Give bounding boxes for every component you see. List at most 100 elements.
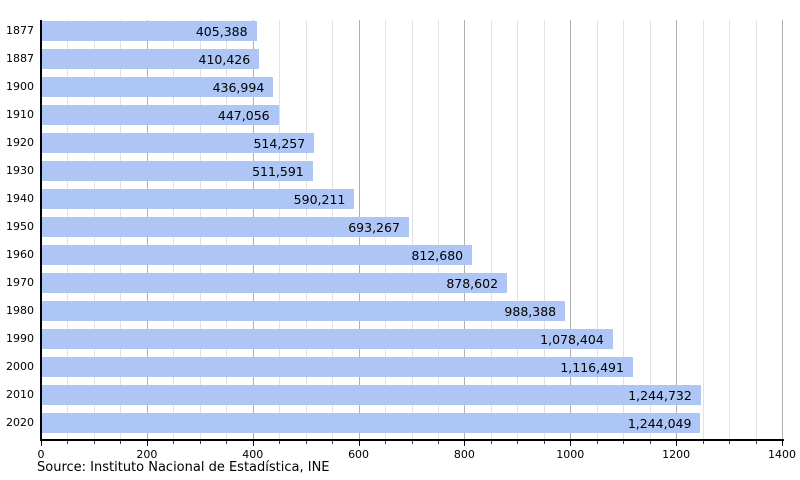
x-axis-major-tick (464, 441, 466, 446)
minor-gridline (411, 20, 413, 439)
major-gridline (676, 20, 678, 439)
bars-layer: 405,388 410,426 436,994 447,056 514,257 511,5… (42, 20, 783, 439)
bar-1970: 878,602 (42, 273, 508, 293)
y-axis-label-1930: 1930 (6, 164, 34, 177)
minor-gridline (649, 20, 651, 439)
bar-value-label: 590,211 (293, 191, 346, 207)
bar-1887: 410,426 (42, 49, 260, 69)
bar-1960: 812,680 (42, 245, 473, 265)
x-axis-minor-tick (332, 441, 334, 444)
bar-value-label: 988,388 (504, 303, 557, 319)
y-axis-line (40, 20, 42, 441)
x-axis-major-tick (358, 441, 360, 446)
bar-value-label: 812,680 (411, 247, 464, 263)
x-axis-minor-tick (226, 441, 228, 444)
minor-gridline (543, 20, 545, 439)
y-axis-label-1940: 1940 (6, 192, 34, 205)
x-axis-minor-tick (517, 441, 519, 444)
bar-value-label: 410,426 (198, 51, 251, 67)
x-axis-tick-label-1200: 1200 (662, 448, 691, 461)
x-axis-minor-tick (623, 441, 625, 444)
minor-gridline (596, 20, 598, 439)
bar-2020: 1,244,049 (42, 413, 701, 433)
bar-value-label: 405,388 (195, 23, 248, 39)
x-axis-major-tick (41, 441, 42, 446)
x-axis-major-tick (676, 441, 678, 446)
x-axis-major-tick (252, 441, 254, 446)
x-axis-major-tick (782, 441, 783, 446)
major-gridline (782, 20, 783, 439)
bar-1990: 1,078,404 (42, 329, 613, 349)
bar-value-label: 511,591 (252, 163, 304, 179)
minor-gridline (437, 20, 439, 439)
y-axis-label-1950: 1950 (6, 220, 34, 233)
x-axis-minor-tick (490, 441, 492, 444)
y-axis-label-1887: 1887 (6, 52, 34, 65)
x-axis-minor-tick (543, 441, 545, 444)
x-axis-minor-tick (596, 441, 598, 444)
x-axis-tick-label-200: 200 (136, 448, 158, 461)
x-axis-minor-tick (729, 441, 731, 444)
major-gridline (464, 20, 466, 439)
y-axis-label-1980: 1980 (6, 304, 34, 317)
minor-gridline (755, 20, 757, 439)
bar-1980: 988,388 (42, 301, 566, 321)
y-axis-label-2000: 2000 (6, 360, 34, 373)
bar-1950: 693,267 (42, 217, 409, 237)
bar-value-label: 1,244,049 (627, 415, 692, 431)
source-text: Source: Instituto Nacional de Estadístic… (37, 460, 330, 475)
minor-gridline (623, 20, 625, 439)
x-axis-minor-tick (67, 441, 69, 444)
bar-2000: 1,116,491 (42, 357, 633, 377)
minor-gridline (490, 20, 492, 439)
x-axis-minor-tick (279, 441, 281, 444)
y-axis-label-1910: 1910 (6, 108, 34, 121)
x-axis-minor-tick (411, 441, 413, 444)
bar-value-label: 436,994 (212, 79, 265, 95)
x-axis-tick-label-0: 0 (37, 448, 45, 461)
x-axis-tick-label-600: 600 (348, 448, 370, 461)
bar-1940: 590,211 (42, 189, 355, 209)
x-axis-tick-label-1400: 1400 (768, 448, 796, 461)
bar-value-label: 1,078,404 (540, 331, 604, 347)
y-axis-label-1900: 1900 (6, 80, 34, 93)
bar-value-label: 514,257 (253, 135, 306, 151)
bar-1900: 436,994 (42, 77, 274, 97)
bar-value-label: 447,056 (217, 107, 270, 123)
x-axis-major-tick (146, 441, 148, 446)
bar-value-label: 1,116,491 (560, 359, 624, 375)
bar-1930: 511,591 (42, 161, 313, 181)
y-axis-label-1990: 1990 (6, 332, 34, 345)
x-axis-tick-label-1000: 1000 (556, 448, 585, 461)
y-axis-label-2010: 2010 (6, 388, 34, 401)
y-axis-label-1877: 1877 (6, 24, 34, 37)
bar-2010: 1,244,732 (42, 385, 701, 405)
x-axis-minor-tick (199, 441, 201, 444)
bar-1920: 514,257 (42, 133, 315, 153)
x-axis-tick-label-400: 400 (242, 448, 264, 461)
x-axis-tick-labels: 0 200 400 600 800 1000 1200 1400 (0, 448, 800, 462)
x-axis-minor-tick (385, 441, 387, 444)
x-axis-minor-tick (649, 441, 651, 444)
y-axis-label-1970: 1970 (6, 276, 34, 289)
x-axis-tick-label-800: 800 (453, 448, 475, 461)
major-gridline (570, 20, 572, 439)
y-axis-labels: 1877 1887 1900 1910 1920 1930 1940 1950 1960 1970… (0, 20, 34, 439)
x-axis-minor-tick (305, 441, 307, 444)
minor-gridline (729, 20, 731, 439)
y-axis-label-1920: 1920 (6, 136, 34, 149)
x-axis-minor-tick (437, 441, 439, 444)
x-axis-ticks (0, 441, 800, 447)
bar-1877: 405,388 (42, 21, 257, 41)
x-axis-minor-tick (755, 441, 757, 444)
y-axis-label-2020: 2020 (6, 416, 34, 429)
bar-value-label: 1,244,732 (628, 387, 692, 403)
x-axis-minor-tick (173, 441, 175, 444)
x-axis-minor-tick (702, 441, 704, 444)
bar-value-label: 878,602 (446, 275, 499, 291)
x-axis-major-tick (570, 441, 572, 446)
bar-1910: 447,056 (42, 105, 279, 125)
x-axis-minor-tick (93, 441, 95, 444)
x-axis-minor-tick (120, 441, 122, 444)
